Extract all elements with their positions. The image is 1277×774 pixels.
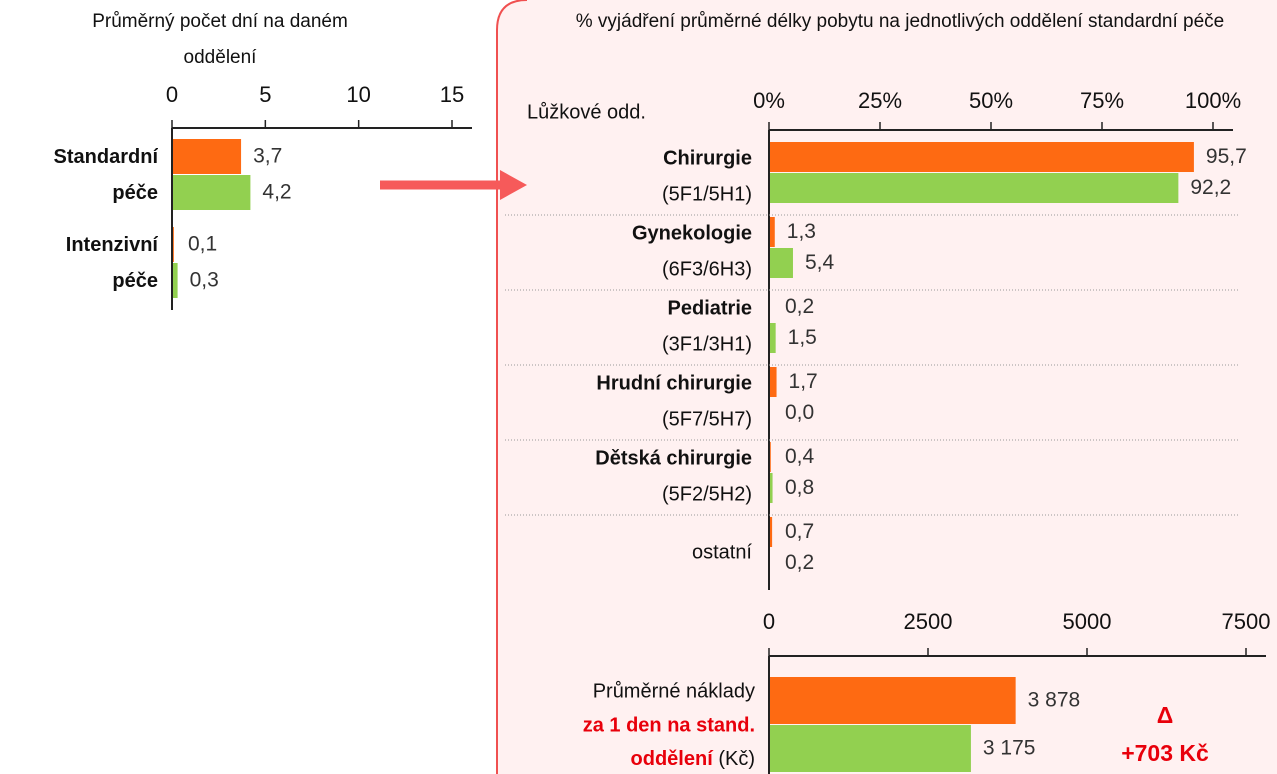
- bar: [172, 175, 251, 210]
- x-tick-label: 2500: [904, 609, 953, 634]
- category-label: Hrudní chirurgie: [596, 372, 752, 394]
- value-label: 3 878: [1028, 689, 1081, 712]
- bar: [769, 142, 1194, 172]
- category-label: ostatní: [692, 541, 752, 563]
- category-label-part: oddělení: [631, 748, 715, 770]
- category-label: Gynekologie: [632, 222, 752, 244]
- arrow-head: [500, 170, 527, 200]
- category-code: (5F2/5H2): [662, 483, 752, 505]
- category-label: oddělení (Kč): [631, 748, 755, 770]
- value-label: 1,5: [788, 326, 817, 349]
- category-label: Dětská chirurgie: [595, 447, 752, 469]
- value-label: 92,2: [1190, 176, 1231, 199]
- bar: [769, 217, 775, 247]
- category-box: Standardní péče: [53, 146, 158, 204]
- category-label-part: (Kč): [718, 748, 755, 770]
- value-label: 5,4: [805, 251, 835, 274]
- category-label: Pediatrie: [668, 297, 752, 319]
- value-label: 0,4: [785, 445, 815, 468]
- bar: [769, 173, 1179, 203]
- value-label: 0,0: [785, 401, 814, 424]
- x-tick-label: 25%: [858, 88, 902, 113]
- value-label: 1,3: [787, 220, 816, 243]
- bar: [172, 139, 242, 174]
- category-label: Chirurgie: [663, 147, 752, 169]
- category-code: (6F3/6H3): [662, 258, 752, 280]
- chart-title: % vyjádření průměrné délky pobytu na jed…: [575, 11, 1225, 32]
- bar: [769, 725, 971, 772]
- bar: [172, 263, 178, 298]
- x-tick-label: 7500: [1222, 609, 1271, 634]
- value-label: 0,3: [190, 269, 219, 292]
- category-label: Intenzivní péče: [65, 234, 158, 292]
- bar: [769, 248, 793, 278]
- chart-title: Průměrný počet dní na daném oddělení: [92, 11, 348, 68]
- x-tick-label: 0%: [753, 88, 785, 113]
- category-label: Průměrné náklady: [593, 680, 755, 702]
- value-label: 3 175: [983, 737, 1036, 760]
- bar: [769, 677, 1016, 724]
- x-tick-label: 75%: [1080, 88, 1124, 113]
- x-tick-label: 5: [259, 82, 271, 107]
- x-tick-label: 50%: [969, 88, 1013, 113]
- x-tick-label: 5000: [1063, 609, 1112, 634]
- value-label: 95,7: [1206, 145, 1247, 168]
- bar: [769, 517, 773, 547]
- value-label: 4,2: [262, 181, 291, 204]
- bar: [769, 367, 777, 397]
- value-label: 0,2: [785, 551, 814, 574]
- x-tick-label: 0: [763, 609, 775, 634]
- annotation: Δ: [1157, 702, 1174, 728]
- value-label: 3,7: [253, 145, 282, 168]
- panel-border: [496, 0, 528, 774]
- category-code: (5F7/5H7): [662, 408, 752, 430]
- title-box: % vyjádření průměrné délky pobytu na jed…: [575, 11, 1225, 32]
- category-code: (5F1/5H1): [662, 183, 752, 205]
- category-label: Standardní péče: [53, 146, 158, 204]
- value-label: 0,2: [785, 295, 814, 318]
- value-label: 0,7: [785, 520, 814, 543]
- category-label: za 1 den na stand.: [583, 714, 755, 736]
- value-label: 1,7: [789, 370, 818, 393]
- x-tick-label: 100%: [1185, 88, 1241, 113]
- value-label: 0,8: [785, 476, 814, 499]
- title-box: Průměrný počet dní na daném oddělení: [92, 11, 348, 68]
- bar: [769, 473, 773, 503]
- x-tick-label: 15: [440, 82, 464, 107]
- bar: [769, 323, 776, 353]
- x-tick-label: 0: [166, 82, 178, 107]
- annotation: +703 Kč: [1121, 740, 1209, 766]
- y-axis-label: Lůžkové odd.: [527, 101, 646, 123]
- category-box: Intenzivní péče: [65, 234, 158, 292]
- value-label: 0,1: [188, 233, 217, 256]
- category-code: (3F1/3H1): [662, 333, 752, 355]
- x-tick-label: 10: [346, 82, 370, 107]
